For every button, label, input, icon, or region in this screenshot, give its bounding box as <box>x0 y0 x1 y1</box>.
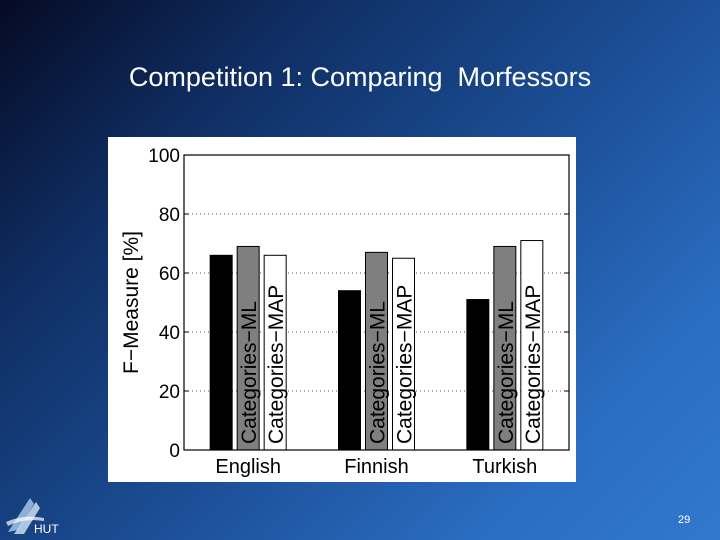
y-tick-label: 40 <box>159 323 180 344</box>
bar-chart: Baseline Categories−ML Categories−MAPEngli… <box>120 146 570 478</box>
bar-label: Baseline <box>211 363 234 444</box>
plot-frame <box>183 154 570 451</box>
slide-title: Competition 1: Comparing Morfessors <box>128 62 592 92</box>
y-tick-label: 60 <box>159 264 180 285</box>
bar-label: Categories−MAP <box>522 285 545 444</box>
x-tick-label: Finnish <box>344 456 408 478</box>
slide-number: 29 <box>678 514 691 526</box>
x-tick-label: English <box>215 456 281 478</box>
y-tick-label: 0 <box>169 441 180 462</box>
bar-label: Baseline <box>468 363 491 444</box>
bar-label: Categories−ML <box>495 301 518 444</box>
y-tick-label: 20 <box>159 382 180 403</box>
chart-panel: Baseline Categories−ML Categories−MAP Engli… <box>108 137 576 482</box>
y-tick-label: 100 <box>148 146 180 167</box>
y-axis-label: F−Measure [%] <box>120 231 143 374</box>
bar-label: Categories−ML <box>367 301 390 444</box>
hut-logo-icon <box>6 498 44 534</box>
x-tick-label: Turkish <box>472 456 537 478</box>
logo-text: HUT <box>34 522 59 536</box>
bar-label: Baseline <box>340 363 363 444</box>
bar-label: Categories−MAP <box>265 285 288 444</box>
bar-label: Categories−MAP <box>394 285 417 444</box>
y-tick-label: 80 <box>159 205 180 226</box>
bar-label: Categories−ML <box>238 301 261 444</box>
